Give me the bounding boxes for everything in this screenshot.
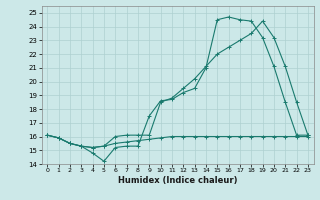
X-axis label: Humidex (Indice chaleur): Humidex (Indice chaleur) [118,176,237,185]
